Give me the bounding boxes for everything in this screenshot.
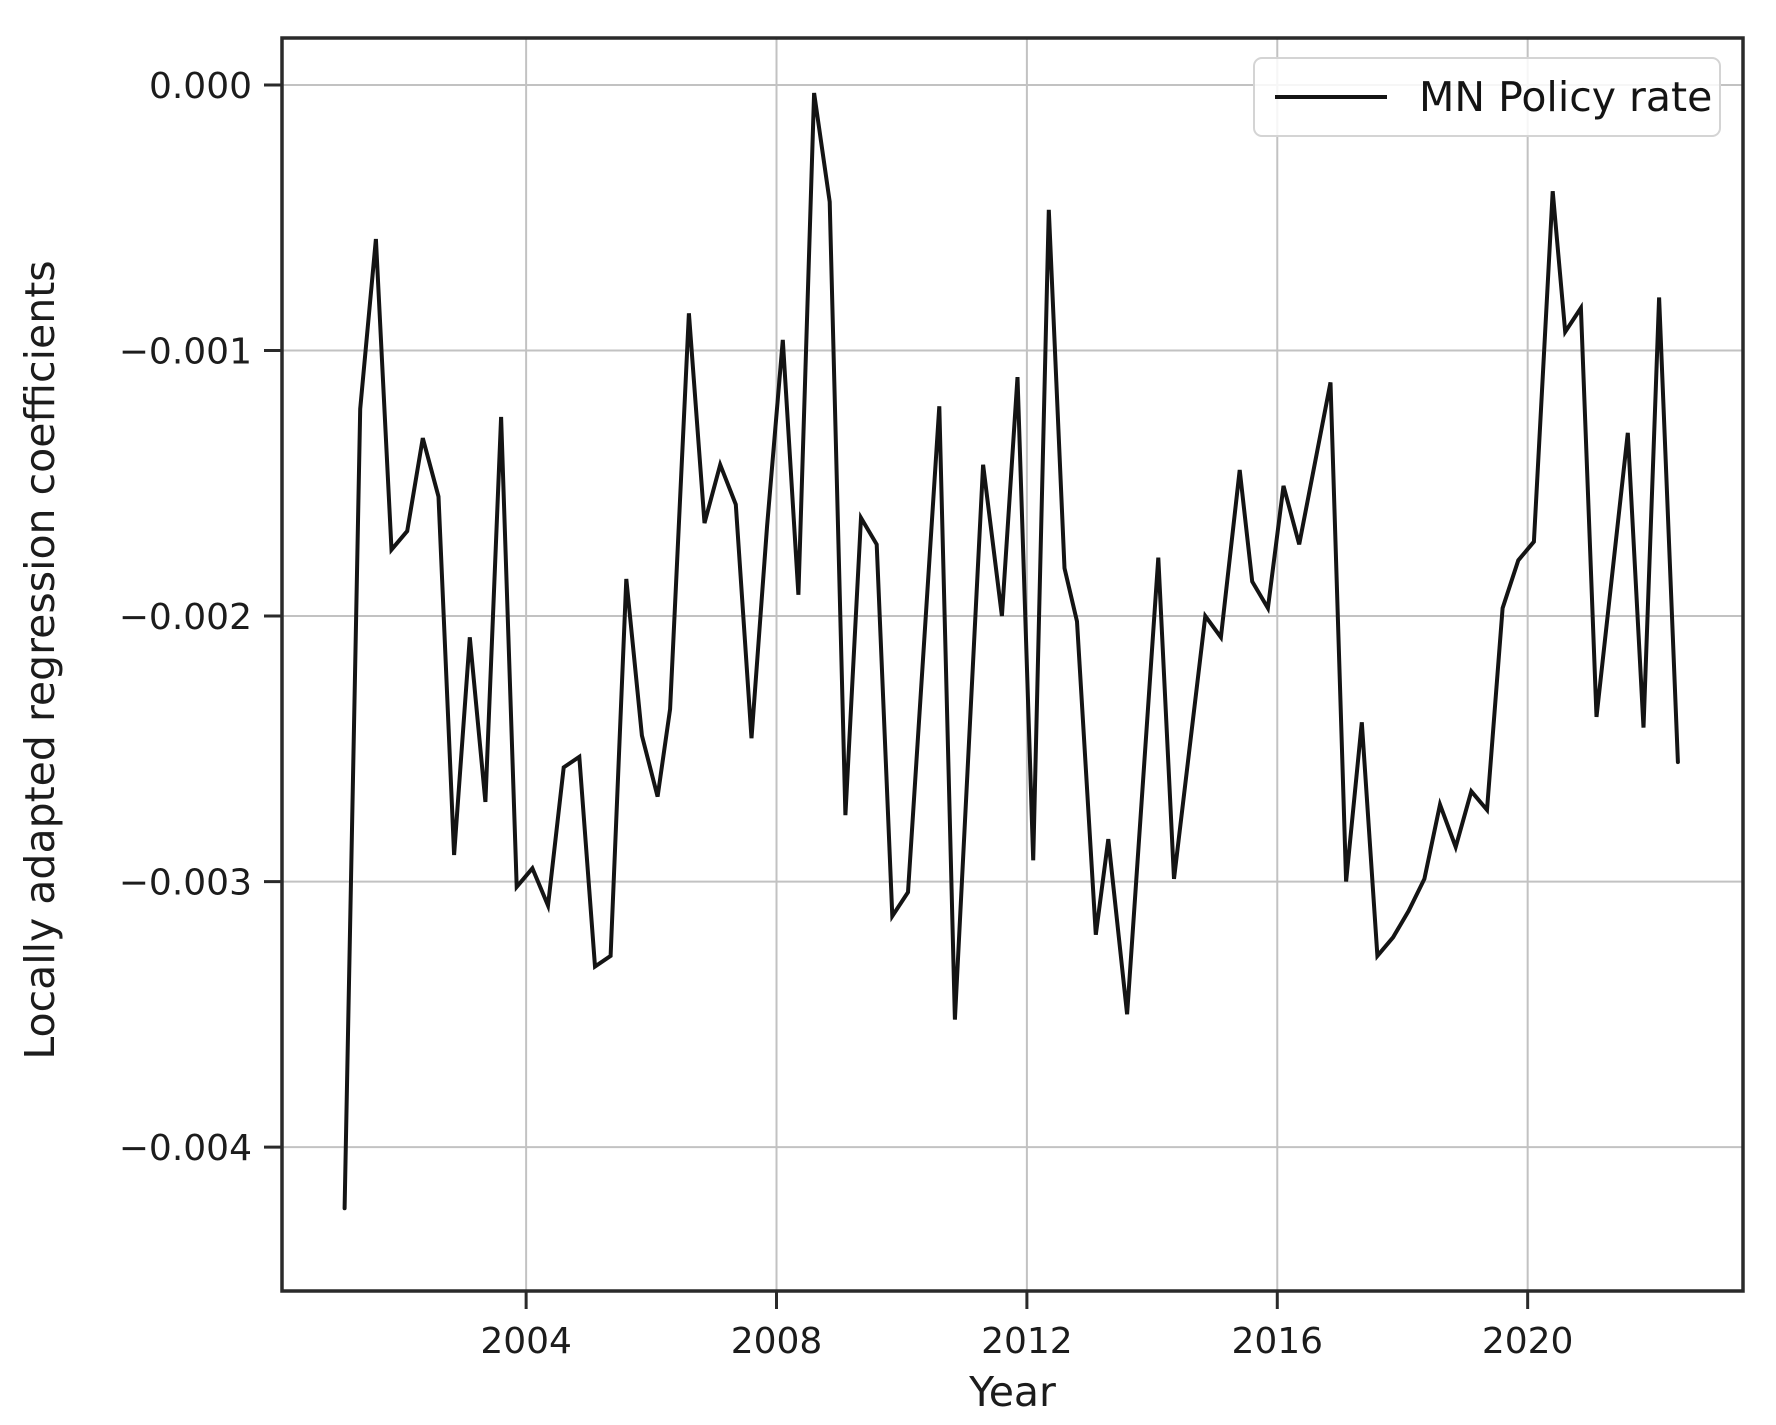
y-axis-label: Locally adapted regression coefficients: [16, 260, 64, 1060]
x-tick-label: 2004: [480, 1321, 572, 1362]
legend-line-sample-icon: [1275, 95, 1387, 99]
x-tick-label: 2012: [981, 1321, 1073, 1362]
x-tick-label: 2016: [1231, 1321, 1323, 1362]
x-axis-label: Year: [969, 1368, 1056, 1416]
legend: MN Policy rate: [1253, 57, 1721, 137]
legend-label: MN Policy rate: [1419, 73, 1713, 121]
y-tick-label: −0.002: [119, 597, 252, 638]
y-tick-label: −0.001: [119, 332, 252, 373]
x-tick-label: 2008: [731, 1321, 823, 1362]
x-tick-label: 2020: [1482, 1321, 1574, 1362]
plot-border: [280, 36, 1745, 1293]
y-tick-label: 0.000: [149, 66, 252, 107]
y-tick-label: −0.004: [119, 1128, 252, 1169]
data-line-mn-policy-rate: [342, 92, 1680, 1211]
y-tick-label: −0.003: [119, 863, 252, 904]
